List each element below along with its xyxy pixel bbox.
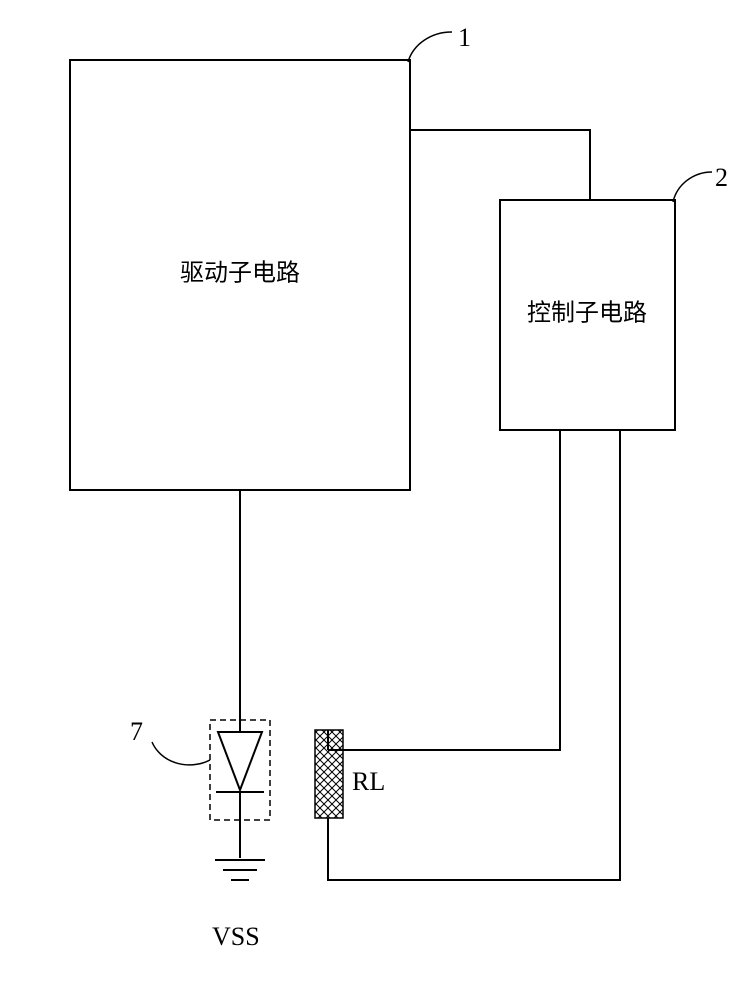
wire-drive-to-control: [410, 130, 590, 200]
ref-arc-7: [152, 742, 210, 765]
diode-triangle: [218, 732, 262, 790]
ref-arc-2: [673, 172, 712, 202]
ref-num-2: 2: [715, 163, 728, 192]
wire-control-to-rl-top: [343, 430, 560, 750]
control-block-label: 控制子电路: [527, 300, 647, 327]
ground-label: VSS: [212, 922, 260, 951]
wire-control-to-rl-bottom: [328, 430, 620, 880]
circuit-diagram: 驱动子电路 1 控制子电路 2 7 VSS RL: [0, 0, 751, 1000]
drive-block-label: 驱动子电路: [180, 260, 300, 287]
ref-num-1: 1: [458, 23, 471, 52]
resistor-rl-label: RL: [352, 767, 385, 796]
ref-arc-1: [408, 32, 452, 62]
ref-num-7: 7: [130, 717, 143, 746]
